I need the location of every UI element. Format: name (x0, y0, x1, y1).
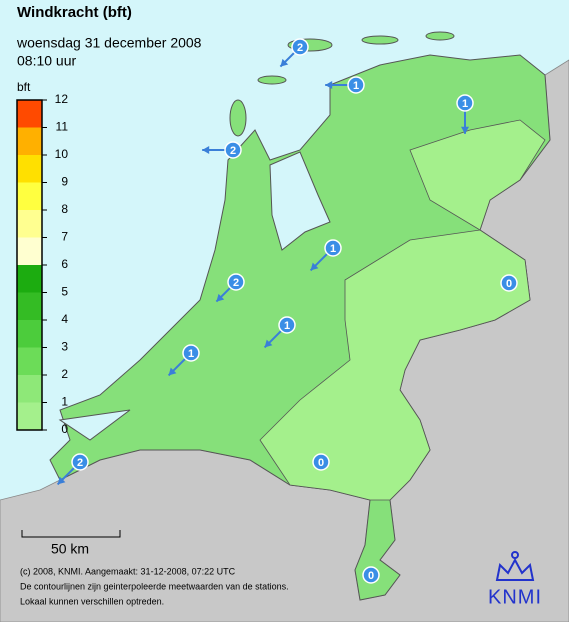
legend-band (17, 100, 42, 128)
station-value: 0 (368, 570, 374, 582)
legend-band (17, 402, 42, 430)
legend-label: 1 (61, 395, 68, 409)
station-value: 1 (462, 98, 468, 110)
time: 08:10 uur (17, 53, 76, 69)
wind-arrowhead (310, 262, 319, 271)
legend-band (17, 237, 42, 265)
light-region (259, 229, 531, 501)
legend-label: 4 (61, 312, 68, 326)
station-marker (362, 566, 380, 584)
station-value: 0 (318, 457, 324, 469)
wind-arrowhead (216, 293, 225, 302)
legend-band (17, 265, 42, 293)
wind-arrowhead (168, 367, 177, 376)
legend-label: 9 (61, 175, 68, 189)
logo-crown (495, 551, 535, 581)
station-value: 2 (297, 42, 303, 54)
legend-label: 5 (61, 285, 68, 299)
station-marker (312, 453, 330, 471)
ijsselmeer (269, 151, 331, 251)
legend-title: bft (17, 80, 31, 94)
island (425, 31, 455, 41)
station-value: 1 (284, 320, 290, 332)
legend-label: 3 (61, 340, 68, 354)
legend-band (17, 210, 42, 238)
station-value: 2 (230, 145, 236, 157)
scale-label: 50 km (51, 541, 89, 557)
wind-arrowhead (461, 126, 469, 134)
station-marker (291, 38, 309, 56)
legend-label: 12 (55, 92, 69, 106)
legend-label: 8 (61, 202, 68, 216)
legend-label: 2 (61, 367, 68, 381)
station-marker (278, 316, 296, 334)
wind-arrowhead (57, 476, 66, 485)
station-value: 2 (77, 457, 83, 469)
date: woensdag 31 december 2008 (16, 35, 202, 51)
station-value: 0 (506, 278, 512, 290)
light-region (409, 119, 546, 231)
station-value: 2 (233, 277, 239, 289)
island (361, 35, 399, 45)
wind-arrowhead (202, 146, 210, 154)
station-marker (347, 76, 365, 94)
wind-arrowhead (280, 58, 289, 67)
station-marker (224, 141, 242, 159)
station-value: 1 (353, 80, 359, 92)
legend-label: 6 (61, 257, 68, 271)
legend-band (17, 292, 42, 320)
estuary (58, 409, 131, 441)
legend-band (17, 182, 42, 210)
logo-text: KNMI (488, 586, 542, 608)
legend-band (17, 375, 42, 403)
wind-arrowhead (325, 81, 333, 89)
legend-label: 0 (61, 422, 68, 436)
legend-band (17, 320, 42, 348)
station-marker (71, 453, 89, 471)
legend-band (17, 155, 42, 183)
station-marker (182, 344, 200, 362)
footer-line: (c) 2008, KNMI. Aangemaakt: 31-12-2008, … (20, 566, 236, 576)
island (229, 99, 247, 137)
station-marker (500, 274, 518, 292)
station-marker (227, 273, 245, 291)
wind-arrowhead (264, 339, 273, 348)
footer-line: De contourlijnen zijn geinterpoleerde me… (20, 581, 289, 591)
footer-line: Lokaal kunnen verschillen optreden. (20, 596, 164, 606)
island (257, 75, 287, 85)
legend-band (17, 347, 42, 375)
legend-band (17, 127, 42, 155)
station-value: 1 (188, 348, 194, 360)
scale-bar (21, 530, 121, 538)
station-value: 1 (330, 243, 336, 255)
legend-label: 7 (61, 230, 68, 244)
title: Windkracht (bft) (17, 4, 132, 21)
legend-label: 10 (55, 147, 69, 161)
station-marker (324, 239, 342, 257)
legend-label: 11 (56, 120, 69, 134)
station-marker (456, 94, 474, 112)
